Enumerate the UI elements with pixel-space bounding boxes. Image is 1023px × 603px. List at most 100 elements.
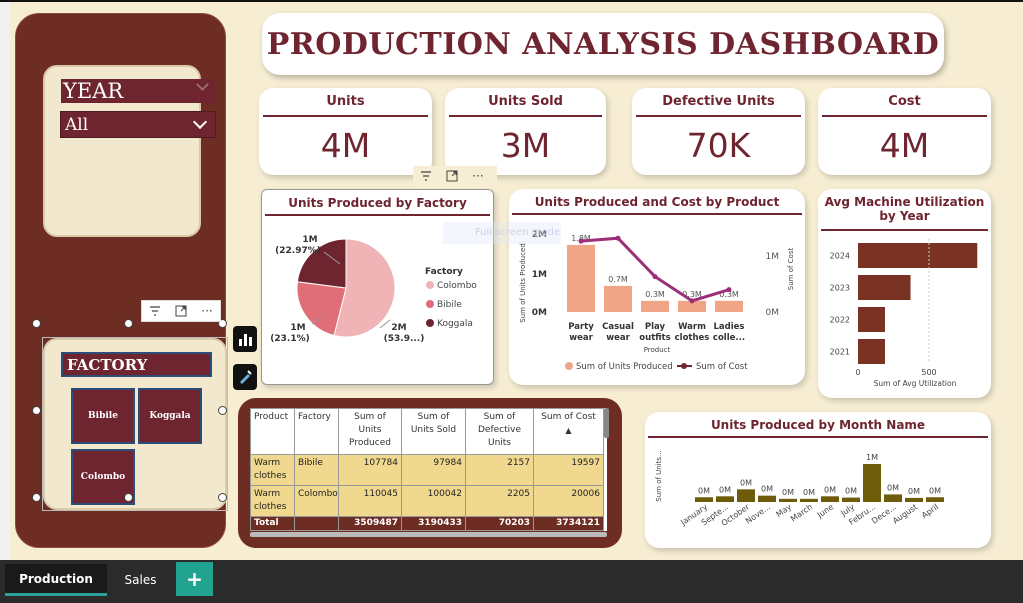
more-options-icon[interactable]: ···	[472, 169, 484, 183]
resize-handle[interactable]	[32, 493, 41, 502]
chevron-down-icon[interactable]	[196, 78, 209, 91]
data-label: 0M	[824, 485, 836, 494]
y-tick-label: 2M	[532, 230, 547, 240]
column-header[interactable]: Sum of Cost ▲	[533, 408, 604, 455]
kpi-value: 70K	[686, 126, 751, 165]
bar[interactable]	[858, 243, 978, 268]
data-label: 0M	[740, 478, 752, 487]
column-header[interactable]: Product	[250, 408, 295, 455]
page-tab-bar: Production Sales +	[0, 560, 1023, 603]
kpi-value: 3M	[500, 126, 551, 165]
bar[interactable]	[858, 307, 885, 332]
factory-option-koggala[interactable]: Koggala	[138, 388, 202, 444]
pie-chart-card[interactable]: Units Produced by Factory 1M (22.97%) 1M…	[261, 189, 494, 385]
x-tick-label: colle...	[713, 333, 745, 343]
resize-handle[interactable]	[218, 406, 227, 415]
line-point[interactable]	[615, 235, 621, 241]
resize-handle[interactable]	[32, 406, 41, 415]
sort-desc-icon[interactable]: ▲	[565, 426, 572, 435]
pie-slice-bibile[interactable]	[296, 281, 347, 337]
year-slicer[interactable]: YEAR All	[43, 65, 216, 237]
x-axis-title: Product	[644, 346, 671, 354]
tab-sales[interactable]: Sales	[124, 573, 157, 587]
bar[interactable]	[567, 244, 595, 312]
table-cell: Total	[250, 516, 295, 531]
line-point[interactable]	[726, 287, 732, 293]
line-point[interactable]	[689, 298, 695, 304]
vertical-scrollbar[interactable]	[604, 408, 609, 438]
factory-option-colombo[interactable]: Colombo	[71, 449, 135, 505]
column-header[interactable]: Factory	[294, 408, 339, 455]
combo-chart: Sum of Units Produced Sum of Cost 2M 1M …	[519, 230, 795, 372]
bar[interactable]	[604, 285, 632, 312]
resize-handle[interactable]	[218, 319, 227, 328]
resize-handle[interactable]	[124, 319, 133, 328]
chart-title: Avg Machine Utilization by Year	[824, 195, 985, 223]
legend-label[interactable]: Koggala	[437, 319, 473, 329]
line-point[interactable]	[652, 274, 658, 280]
resize-handle[interactable]	[32, 319, 41, 328]
add-page-button[interactable]: +	[176, 562, 213, 596]
column-header[interactable]: Sum of Units Produced	[338, 408, 402, 455]
monthly-chart-card[interactable]: Units Produced by Month Name Sum of Unit…	[645, 412, 991, 548]
horizontal-scrollbar[interactable]	[250, 532, 607, 537]
bar[interactable]	[842, 497, 860, 502]
bar[interactable]	[905, 497, 923, 502]
line-point[interactable]	[578, 238, 584, 244]
bar[interactable]	[716, 496, 734, 502]
bar[interactable]	[715, 300, 743, 312]
factory-option-bibile[interactable]: Bibile	[71, 388, 135, 444]
combo-chart-card[interactable]: Units Produced and Cost by Product Sum o…	[509, 189, 805, 385]
table-cell: 97984	[401, 454, 466, 486]
bar[interactable]	[858, 275, 911, 300]
bar-chart-icon[interactable]	[233, 326, 257, 352]
bar[interactable]	[884, 494, 902, 502]
bar[interactable]	[926, 497, 944, 502]
kpi-units-card[interactable]: Units 4M	[259, 88, 432, 175]
divider	[263, 115, 428, 117]
column-header[interactable]: Sum of Defective Units	[465, 408, 534, 455]
bar[interactable]	[779, 498, 797, 502]
legend-label[interactable]: Bibile	[437, 300, 462, 310]
pie-slice-koggala[interactable]	[296, 238, 347, 289]
resize-handle[interactable]	[218, 493, 227, 502]
x-tick-label: outfits	[639, 333, 670, 343]
y-tick-label: 2023	[830, 284, 850, 293]
bar[interactable]	[800, 498, 818, 502]
bar[interactable]	[758, 495, 776, 502]
factory-slicer[interactable]: FACTORY Bibile Koggala Colombo	[43, 338, 227, 510]
bar[interactable]	[695, 497, 713, 502]
pie-slice-colombo[interactable]	[333, 238, 396, 338]
kpi-defective-units-card[interactable]: Defective Units 70K	[632, 88, 805, 175]
utilization-chart-card[interactable]: Avg Machine Utilization by Year 2024 2023…	[818, 189, 991, 398]
bar[interactable]	[858, 339, 885, 364]
resize-handle[interactable]	[124, 493, 133, 502]
kpi-cost-card[interactable]: Cost 4M	[818, 88, 991, 175]
filter-icon[interactable]	[142, 301, 168, 321]
table-row[interactable]: Warm clothes Colombo 110045 100042 2205 …	[250, 485, 604, 517]
table-row[interactable]: Warm clothes Bibile 107784 97984 2157 19…	[250, 454, 604, 486]
chevron-down-icon[interactable]	[192, 114, 208, 130]
bar[interactable]	[737, 489, 755, 502]
tab-production[interactable]: Production	[5, 564, 107, 596]
more-options-icon[interactable]: ···	[201, 304, 213, 318]
bar[interactable]	[641, 300, 669, 312]
format-brush-icon[interactable]	[233, 364, 257, 390]
bar[interactable]	[863, 464, 881, 502]
divider	[512, 213, 802, 215]
focus-mode-icon[interactable]	[168, 301, 194, 321]
kpi-label: Cost	[888, 94, 921, 109]
focus-mode-icon[interactable]	[439, 166, 465, 186]
y-tick-label: 2021	[830, 348, 850, 357]
kpi-units-sold-card[interactable]: Units Sold 3M	[445, 88, 606, 175]
column-header[interactable]: Sum of Units Sold	[401, 408, 466, 455]
x-tick-label: 500	[921, 368, 936, 377]
filter-icon[interactable]	[413, 166, 439, 186]
data-table[interactable]: Product Factory Sum of Units Produced Su…	[250, 408, 607, 531]
legend-label[interactable]: Colombo	[437, 281, 477, 291]
bar[interactable]	[678, 300, 706, 312]
bar[interactable]	[821, 496, 839, 502]
year-dropdown[interactable]: All	[60, 111, 216, 138]
y-axis-title: Sum of Units...	[655, 450, 663, 501]
legend-marker	[681, 363, 687, 369]
